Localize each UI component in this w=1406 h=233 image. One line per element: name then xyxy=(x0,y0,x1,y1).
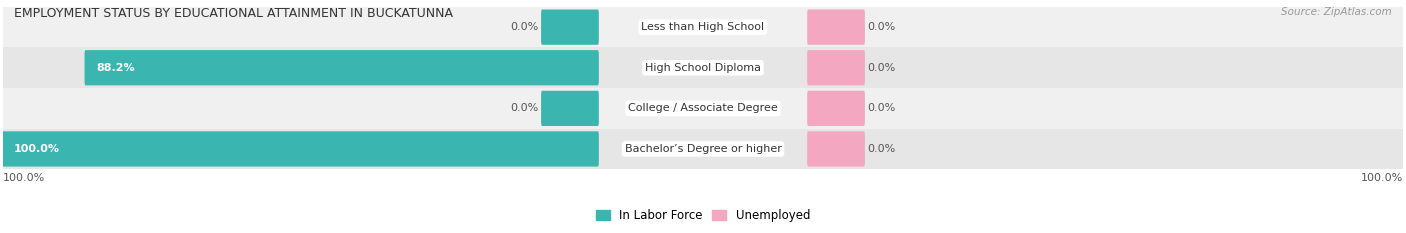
FancyBboxPatch shape xyxy=(807,91,865,126)
Bar xyxy=(3,88,1403,129)
Text: 0.0%: 0.0% xyxy=(510,22,538,32)
Text: 0.0%: 0.0% xyxy=(868,22,896,32)
Legend: In Labor Force, Unemployed: In Labor Force, Unemployed xyxy=(591,205,815,227)
Bar xyxy=(3,7,1403,48)
Text: 88.2%: 88.2% xyxy=(96,63,135,73)
Bar xyxy=(3,129,1403,169)
FancyBboxPatch shape xyxy=(807,131,865,167)
FancyBboxPatch shape xyxy=(541,91,599,126)
Text: Less than High School: Less than High School xyxy=(641,22,765,32)
Bar xyxy=(3,48,1403,88)
Text: EMPLOYMENT STATUS BY EDUCATIONAL ATTAINMENT IN BUCKATUNNA: EMPLOYMENT STATUS BY EDUCATIONAL ATTAINM… xyxy=(14,7,453,20)
Text: 0.0%: 0.0% xyxy=(868,103,896,113)
Text: 100.0%: 100.0% xyxy=(13,144,59,154)
Text: Source: ZipAtlas.com: Source: ZipAtlas.com xyxy=(1281,7,1392,17)
Text: Bachelor’s Degree or higher: Bachelor’s Degree or higher xyxy=(624,144,782,154)
Text: 0.0%: 0.0% xyxy=(868,63,896,73)
Text: College / Associate Degree: College / Associate Degree xyxy=(628,103,778,113)
Text: 0.0%: 0.0% xyxy=(510,103,538,113)
FancyBboxPatch shape xyxy=(1,131,599,167)
Text: 100.0%: 100.0% xyxy=(1361,173,1403,183)
FancyBboxPatch shape xyxy=(807,50,865,85)
FancyBboxPatch shape xyxy=(84,50,599,85)
Text: High School Diploma: High School Diploma xyxy=(645,63,761,73)
Text: 100.0%: 100.0% xyxy=(3,173,45,183)
FancyBboxPatch shape xyxy=(807,10,865,45)
Text: 0.0%: 0.0% xyxy=(868,144,896,154)
FancyBboxPatch shape xyxy=(541,10,599,45)
